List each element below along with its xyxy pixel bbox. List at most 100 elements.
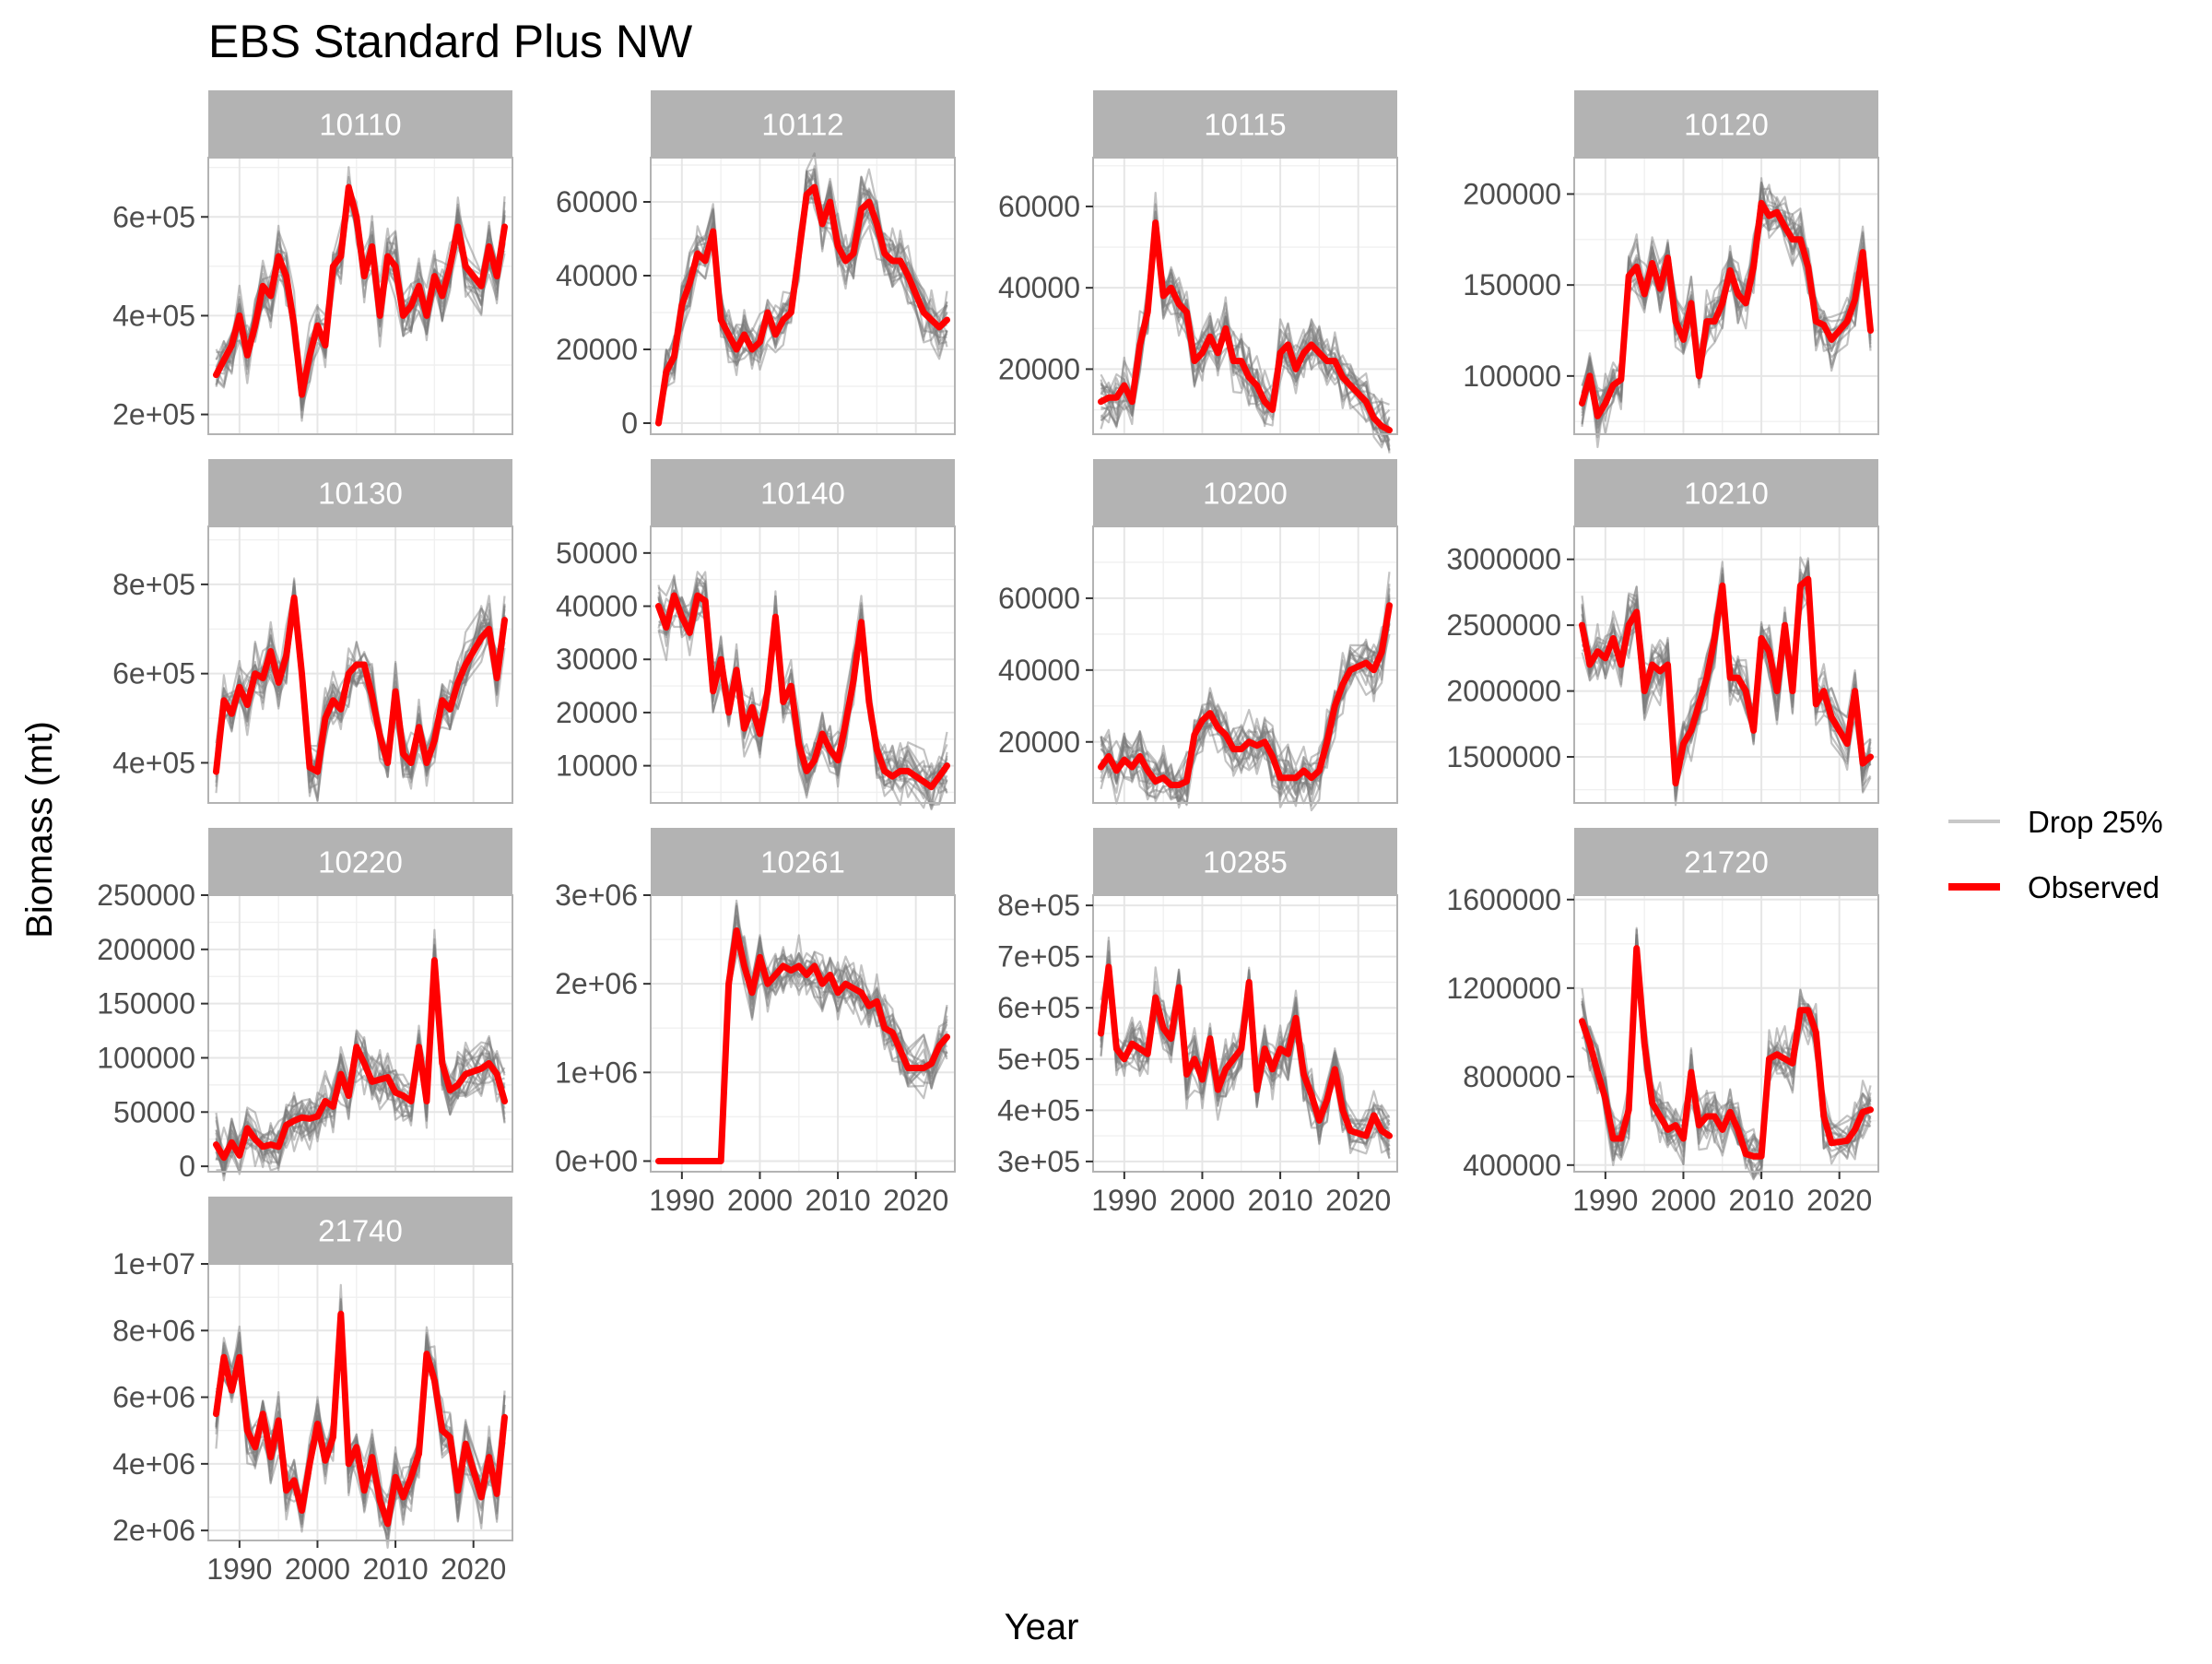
y-tick-label: 50000 [113, 1095, 195, 1128]
drop25-series-line [215, 579, 506, 783]
observed-series-line [1098, 963, 1393, 1139]
panel-border [207, 157, 513, 435]
y-tick-label: 1e+06 [555, 1056, 638, 1089]
facet-strip [208, 828, 512, 895]
facet-strip-label: 10220 [318, 845, 403, 879]
facet-panel-21720: 21720 400000 800000 1200000 1600000 1990 2000 2… [1446, 828, 1879, 1217]
x-tick-label: 2000 [727, 1184, 793, 1217]
x-tick-label: 2000 [1651, 1184, 1716, 1217]
drop25-series-line [215, 611, 506, 785]
observed-series-line [213, 957, 508, 1162]
y-tick-label: 400000 [1463, 1149, 1561, 1182]
plot-area [208, 895, 512, 1172]
plot-area [651, 895, 955, 1172]
x-tick-label: 2000 [1170, 1184, 1235, 1217]
x-tick-label: 2020 [883, 1184, 948, 1217]
legend-label-observed: Observed [2028, 870, 2159, 904]
facet-strip-label: 10130 [318, 477, 403, 511]
observed-series-line [1579, 945, 1874, 1160]
y-tick-label: 10000 [556, 749, 638, 783]
y-tick-label: 4e+06 [112, 1447, 195, 1481]
drop25-series-line [1100, 966, 1391, 1139]
y-tick-label: 100000 [1463, 360, 1561, 393]
x-tick-label: 2010 [1728, 1184, 1794, 1217]
facet-panel-10285: 10285 3e+05 4e+05 5e+05 6e+05 7e+05 8e+05 1990 2… [997, 828, 1398, 1217]
x-tick-label: 1990 [1091, 1184, 1157, 1217]
y-tick-label: 0 [179, 1150, 195, 1183]
panel-border [1092, 157, 1398, 435]
y-tick-label: 1500000 [1446, 740, 1561, 773]
facet-strip [1093, 90, 1397, 158]
y-tick-label: 2000000 [1446, 675, 1561, 708]
drop25-series-line [215, 943, 506, 1166]
y-tick-label: 40000 [998, 654, 1080, 687]
y-tick-label: 100000 [97, 1041, 195, 1074]
y-tick-label: 3000000 [1446, 543, 1561, 576]
y-tick-label: 200000 [97, 933, 195, 966]
legend: Drop 25% Observed [1948, 805, 2163, 904]
y-tick-label: 4e+05 [112, 299, 195, 332]
drop25-series-line [1100, 219, 1391, 443]
y-tick-label: 3e+06 [555, 879, 638, 912]
facet-strip [1093, 828, 1397, 895]
drop25-series-line [215, 603, 506, 797]
drop25-series-line [215, 928, 506, 1175]
x-tick-label: 2020 [1325, 1184, 1391, 1217]
facet-panel-10220: 10220 0 50000 100000 150000 200000 250000 [97, 828, 513, 1183]
facet-panel-10200: 10200 20000 40000 60000 [998, 459, 1398, 812]
y-tick-label: 2e+05 [112, 398, 195, 431]
y-tick-label: 6e+05 [112, 657, 195, 690]
facet-strip-label: 10210 [1684, 477, 1769, 511]
y-tick-label: 4e+05 [997, 1093, 1080, 1127]
x-tick-label: 1990 [206, 1552, 272, 1586]
facet-strip [1574, 459, 1878, 526]
y-tick-label: 150000 [97, 987, 195, 1021]
y-tick-label: 40000 [998, 271, 1080, 304]
facet-strip [651, 828, 955, 895]
y-tick-label: 3e+05 [997, 1145, 1080, 1178]
x-tick-label: 2020 [441, 1552, 506, 1586]
facet-panel-10210: 10210 1500000 2000000 2500000 3000000 [1446, 459, 1879, 807]
facet-strip-label: 10120 [1684, 108, 1769, 142]
drop25-series-line [1100, 598, 1391, 803]
observed-series-line [655, 592, 950, 791]
observed-series-line [1098, 602, 1393, 788]
facet-panel-10130: 10130 4e+05 6e+05 8e+05 [112, 459, 513, 804]
x-tick-label: 2000 [285, 1552, 350, 1586]
facet-strip-label: 10140 [760, 477, 845, 511]
facet-panel-10110: 10110 2e+05 4e+05 6e+05 [112, 90, 513, 435]
y-tick-label: 200000 [1463, 177, 1561, 210]
y-tick-label: 30000 [556, 643, 638, 676]
facet-strip [1574, 90, 1878, 158]
facet-strip [651, 459, 955, 526]
facet-strip [208, 1197, 512, 1264]
y-tick-label: 8e+05 [112, 568, 195, 601]
y-tick-label: 20000 [556, 696, 638, 729]
facet-panel-10140: 10140 10000 20000 30000 40000 50000 [556, 459, 956, 811]
y-tick-label: 8e+06 [112, 1314, 195, 1347]
y-tick-label: 1200000 [1446, 972, 1561, 1005]
y-tick-label: 5e+05 [997, 1043, 1080, 1076]
panel-border [650, 894, 956, 1173]
drop25-series-line [215, 600, 506, 776]
drop25-series-line [1581, 565, 1872, 790]
y-tick-label: 60000 [998, 582, 1080, 615]
facet-strip [1093, 459, 1397, 526]
y-tick-label: 60000 [556, 185, 638, 218]
drop25-series-line [215, 946, 506, 1182]
drop25-series-line [1100, 597, 1391, 808]
facet-panels: 101102e+054e+056e+0510112020000400006000… [97, 90, 1879, 1586]
facet-strip [1574, 828, 1878, 895]
drop25-series-line [658, 582, 948, 807]
facet-panel-10115: 10115 20000 40000 60000 [998, 90, 1398, 454]
plot-area [1093, 158, 1397, 434]
y-tick-label: 20000 [998, 726, 1080, 759]
facet-strip [208, 459, 512, 526]
facet-panel-10112: 10112 0 20000 40000 60000 [556, 90, 956, 440]
y-tick-label: 8e+05 [997, 889, 1080, 922]
observed-series-line [1098, 219, 1393, 434]
drop25-series-line [657, 152, 948, 425]
panel-border [1573, 894, 1879, 1173]
panel-border [650, 525, 956, 804]
legend-label-drop25: Drop 25% [2028, 805, 2163, 839]
